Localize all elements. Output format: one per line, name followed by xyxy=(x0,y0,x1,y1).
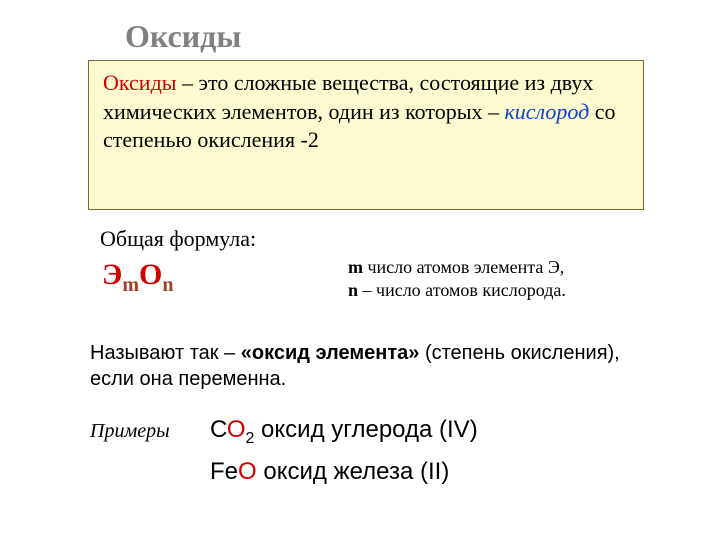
expl-n-text: – число атомов кислорода. xyxy=(358,280,566,300)
formula-element-O: О xyxy=(139,258,162,291)
ex2-O: О xyxy=(238,458,257,485)
expl-n-bold: n xyxy=(348,280,358,300)
formula-subscript-n: n xyxy=(162,274,173,296)
definition-box: Оксиды – это сложные вещества, состоящие… xyxy=(88,60,644,210)
definition-oxygen: кислород xyxy=(505,99,590,124)
ex2-Fe: Fe xyxy=(210,458,238,485)
definition-term: Оксиды xyxy=(103,70,177,95)
formula-label: Общая формула: xyxy=(100,226,256,252)
examples-label: Примеры xyxy=(90,420,170,443)
formula-explanation: m число атомов элемента Э, n – число ато… xyxy=(348,256,566,303)
ex1-name: оксид углерода (IV) xyxy=(254,416,477,443)
formula-element-E: Э xyxy=(102,258,122,291)
formula-subscript-m: m xyxy=(122,274,139,296)
expl-m-text: число атомов элемента Э, xyxy=(363,257,564,277)
naming-bold: «оксид элемента» xyxy=(241,342,420,364)
example-co2: СО2 оксид углерода (IV) xyxy=(210,416,478,448)
page-title: Оксиды xyxy=(125,18,241,55)
example-feo: FeО оксид железа (II) xyxy=(210,458,449,486)
general-formula: ЭmОn xyxy=(102,258,174,297)
ex2-name: оксид железа (II) xyxy=(257,458,450,485)
ex1-O: О xyxy=(227,416,246,443)
expl-m-bold: m xyxy=(348,257,363,277)
naming-prefix: Называют так – xyxy=(90,342,241,364)
naming-rule: Называют так – «оксид элемента» (степень… xyxy=(90,340,650,392)
ex1-C: С xyxy=(210,416,227,443)
